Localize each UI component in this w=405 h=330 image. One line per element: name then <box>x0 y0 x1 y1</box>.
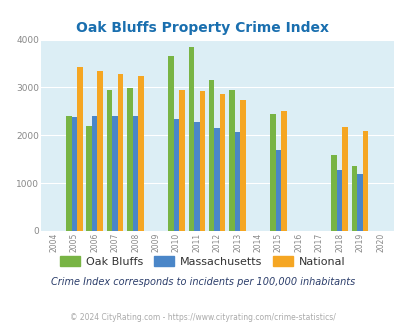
Bar <box>199 91 205 231</box>
Bar <box>173 118 179 231</box>
Bar <box>179 90 184 231</box>
Bar <box>188 47 194 231</box>
Bar <box>240 100 245 231</box>
Bar <box>220 94 225 231</box>
Bar <box>107 90 112 231</box>
Bar <box>351 166 356 231</box>
Bar <box>275 150 281 231</box>
Bar <box>281 111 286 231</box>
Bar <box>117 74 123 231</box>
Bar <box>342 127 347 231</box>
Bar <box>356 174 362 231</box>
Bar <box>127 88 132 231</box>
Bar <box>209 80 214 231</box>
Legend: Oak Bluffs, Massachusetts, National: Oak Bluffs, Massachusetts, National <box>56 251 349 271</box>
Bar <box>336 170 342 231</box>
Text: Crime Index corresponds to incidents per 100,000 inhabitants: Crime Index corresponds to incidents per… <box>51 278 354 287</box>
Bar <box>330 155 336 231</box>
Bar <box>66 116 71 231</box>
Bar <box>234 132 240 231</box>
Bar <box>362 130 367 231</box>
Bar <box>132 116 138 231</box>
Text: © 2024 CityRating.com - https://www.cityrating.com/crime-statistics/: © 2024 CityRating.com - https://www.city… <box>70 313 335 322</box>
Bar <box>77 67 82 231</box>
Bar <box>194 122 199 231</box>
Bar <box>138 77 143 231</box>
Bar <box>112 116 117 231</box>
Bar <box>214 128 220 231</box>
Bar <box>270 114 275 231</box>
Bar <box>86 126 92 231</box>
Bar <box>229 90 234 231</box>
Bar <box>71 116 77 231</box>
Text: Oak Bluffs Property Crime Index: Oak Bluffs Property Crime Index <box>76 21 329 35</box>
Bar <box>168 56 173 231</box>
Bar <box>92 116 97 231</box>
Bar <box>97 71 103 231</box>
